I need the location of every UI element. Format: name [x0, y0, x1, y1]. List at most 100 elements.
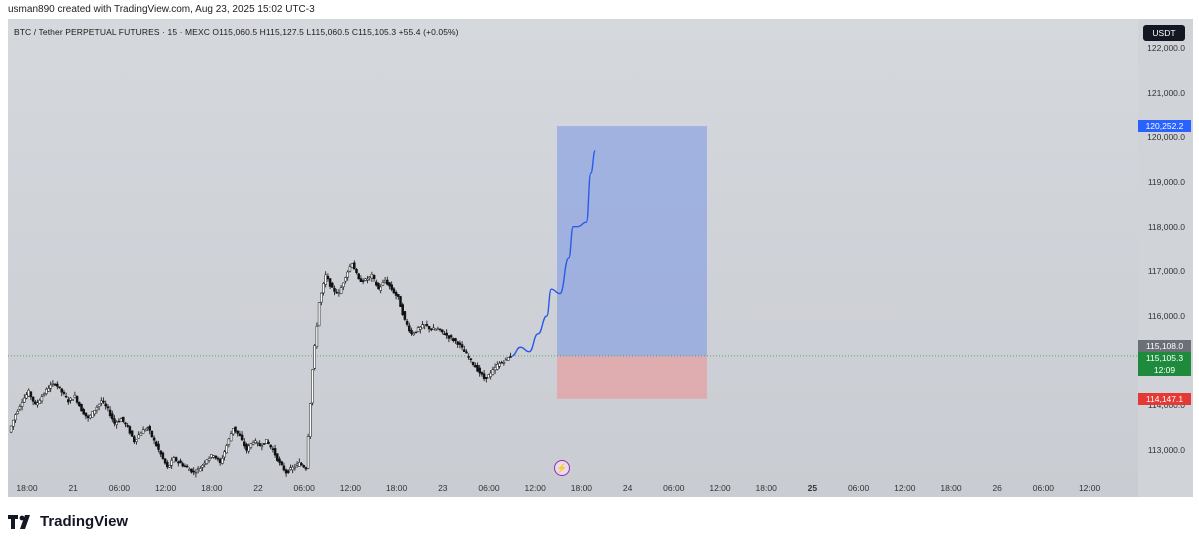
candle-body	[20, 402, 24, 407]
candle-body	[280, 461, 283, 466]
candle-body	[53, 384, 57, 386]
candle-body	[425, 324, 429, 326]
event-flash-icon[interactable]: ⚡	[554, 460, 570, 476]
candle-body	[342, 282, 345, 288]
candle-body	[95, 406, 99, 411]
candle-body	[309, 403, 312, 437]
candle-body	[262, 443, 266, 445]
candle-body	[221, 458, 224, 464]
currency-button[interactable]: USDT	[1143, 25, 1185, 41]
candle-body	[482, 373, 486, 380]
time-axis[interactable]: 18:00 21 06:00 12:00 18:00 22 06:00 12:00 18:00 2…	[8, 478, 1138, 497]
candle-body	[256, 442, 259, 444]
x-tick-label: 18:00	[940, 483, 962, 493]
x-tick-label: 12:00	[339, 483, 362, 493]
candle-body	[315, 325, 319, 348]
candle-body	[509, 356, 512, 358]
candle-body	[289, 467, 292, 470]
candle-body	[350, 263, 354, 268]
candle-body	[71, 399, 74, 401]
candle-body	[258, 443, 261, 447]
y-tick-label: 113,000.0	[1147, 444, 1185, 455]
candle-body	[273, 448, 277, 456]
candle-body	[410, 330, 413, 334]
candle-body	[454, 338, 457, 342]
symbol-legend[interactable]: BTC / Tether PERPETUAL FUTURES · 15 · ME…	[14, 27, 459, 37]
price-chart[interactable]	[8, 19, 1193, 497]
candle-body	[328, 278, 332, 287]
candle-body	[152, 437, 156, 441]
candle-body	[399, 296, 402, 307]
y-tick-label: 118,000.0	[1147, 221, 1185, 232]
candle-body	[240, 434, 244, 441]
profit-zone[interactable]	[557, 126, 707, 356]
candle-body	[502, 362, 506, 364]
candle-body	[243, 441, 246, 447]
candle-body	[192, 470, 195, 473]
candle-body	[480, 372, 484, 375]
x-tick-label: 18:00	[201, 483, 223, 493]
candle-body	[379, 286, 382, 291]
price-axis[interactable]: 122,000.0 121,000.0 120,000.0 119,000.0 118,…	[1138, 19, 1193, 497]
candle-body	[251, 442, 255, 445]
candle-body	[434, 328, 437, 331]
candle-body	[100, 400, 103, 404]
candle-body	[174, 457, 178, 462]
x-tick-label: 12:00	[894, 483, 916, 493]
candle-body	[144, 429, 147, 432]
candle-body	[25, 394, 28, 399]
candle-body	[34, 401, 37, 405]
candle-body	[388, 282, 391, 287]
candle-body	[449, 335, 453, 338]
candle-body	[82, 409, 85, 415]
x-tick-label: 06:00	[478, 483, 500, 493]
candle-body	[339, 287, 343, 295]
candle-body	[179, 460, 182, 464]
candle-body	[322, 283, 325, 294]
candle-body	[496, 363, 499, 370]
candle-body	[271, 448, 275, 450]
candle-body	[181, 463, 184, 467]
x-tick-label: 23	[438, 483, 448, 493]
candle-body	[254, 440, 257, 444]
loss-zone[interactable]	[557, 355, 707, 399]
candle-body	[267, 441, 270, 445]
chart-frame[interactable]: BTC / Tether PERPETUAL FUTURES · 15 · ME…	[8, 19, 1193, 497]
y-tick-label: 121,000.0	[1147, 87, 1185, 98]
x-tick-label: 06:00	[293, 483, 315, 493]
candle-body	[403, 311, 407, 320]
candle-body	[135, 439, 138, 442]
candle-body	[56, 383, 59, 387]
candle-body	[456, 341, 459, 345]
candle-body	[47, 388, 50, 392]
candle-body	[469, 358, 473, 361]
candle-body	[408, 325, 411, 332]
candle-body	[170, 460, 173, 466]
candle-body	[493, 366, 497, 371]
candle-body	[436, 328, 440, 331]
candle-body	[401, 304, 404, 315]
x-tick-label: 25	[807, 483, 818, 493]
candle-body	[31, 396, 35, 402]
tv-logo-icon	[8, 514, 30, 529]
candle-body	[245, 443, 248, 451]
last-price-label: 115,105.3	[1145, 352, 1184, 363]
candle-body	[111, 413, 114, 420]
candle-body	[320, 292, 323, 303]
candle-body	[172, 457, 176, 463]
candle-body	[223, 451, 226, 458]
candle-body	[276, 453, 279, 461]
candle-body	[335, 291, 338, 294]
candle-body	[141, 429, 145, 434]
x-tick-label: 12:00	[709, 483, 731, 493]
candle-body	[199, 468, 202, 472]
candle-body	[372, 274, 376, 279]
candle-body	[366, 278, 369, 281]
candle-body	[355, 269, 358, 273]
candle-body	[188, 469, 191, 471]
y-tick-label: 122,000.0	[1147, 43, 1185, 54]
candle-body	[364, 278, 367, 281]
candle-body	[203, 462, 206, 465]
candle-body	[293, 466, 297, 469]
projection-path[interactable]	[511, 150, 596, 357]
